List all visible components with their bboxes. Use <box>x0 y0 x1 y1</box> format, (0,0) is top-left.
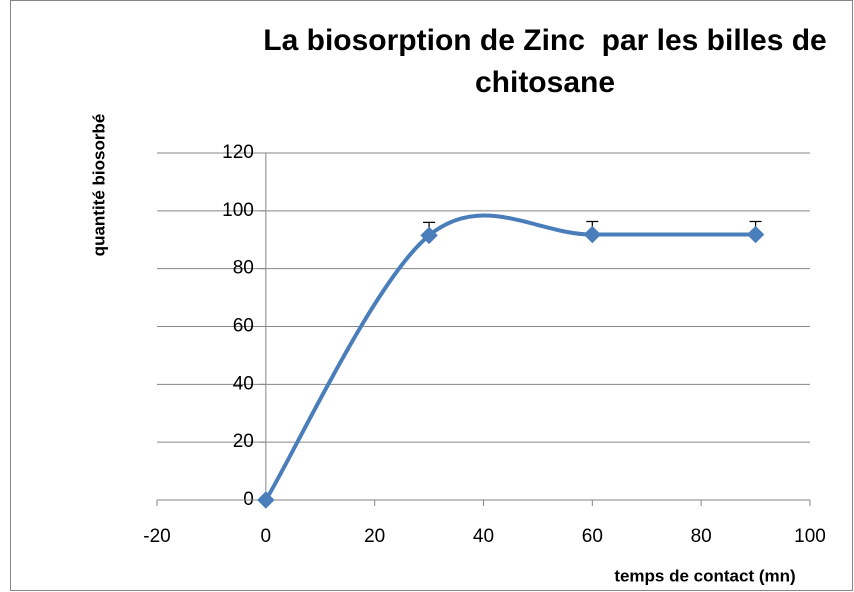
y-tick-label: 120 <box>222 142 254 163</box>
x-axis-label: temps de contact (mn) <box>614 566 795 585</box>
x-tick-label: 0 <box>261 526 272 547</box>
chart-border <box>10 0 853 591</box>
chart-title: La biosorption de Zinc par les billes de… <box>263 24 836 99</box>
x-tick-label: 60 <box>582 526 603 547</box>
marker <box>746 225 765 244</box>
y-tick-label: 40 <box>233 373 254 394</box>
y-axis-label: quantité biosorbé <box>89 114 108 257</box>
y-tick-label: 100 <box>222 200 254 221</box>
x-tick-label: -20 <box>143 526 170 547</box>
marker <box>583 225 602 244</box>
x-tick-label: 20 <box>364 526 385 547</box>
marker <box>257 491 275 509</box>
marker <box>420 226 438 245</box>
series-line <box>264 213 756 502</box>
y-tick-label: 80 <box>233 258 254 279</box>
y-tick-label: 60 <box>233 316 254 337</box>
x-tick-label: 100 <box>794 526 826 547</box>
y-tick-label: 20 <box>233 431 254 452</box>
x-tick-label: 40 <box>473 526 494 547</box>
x-tick-label: 80 <box>691 526 712 547</box>
